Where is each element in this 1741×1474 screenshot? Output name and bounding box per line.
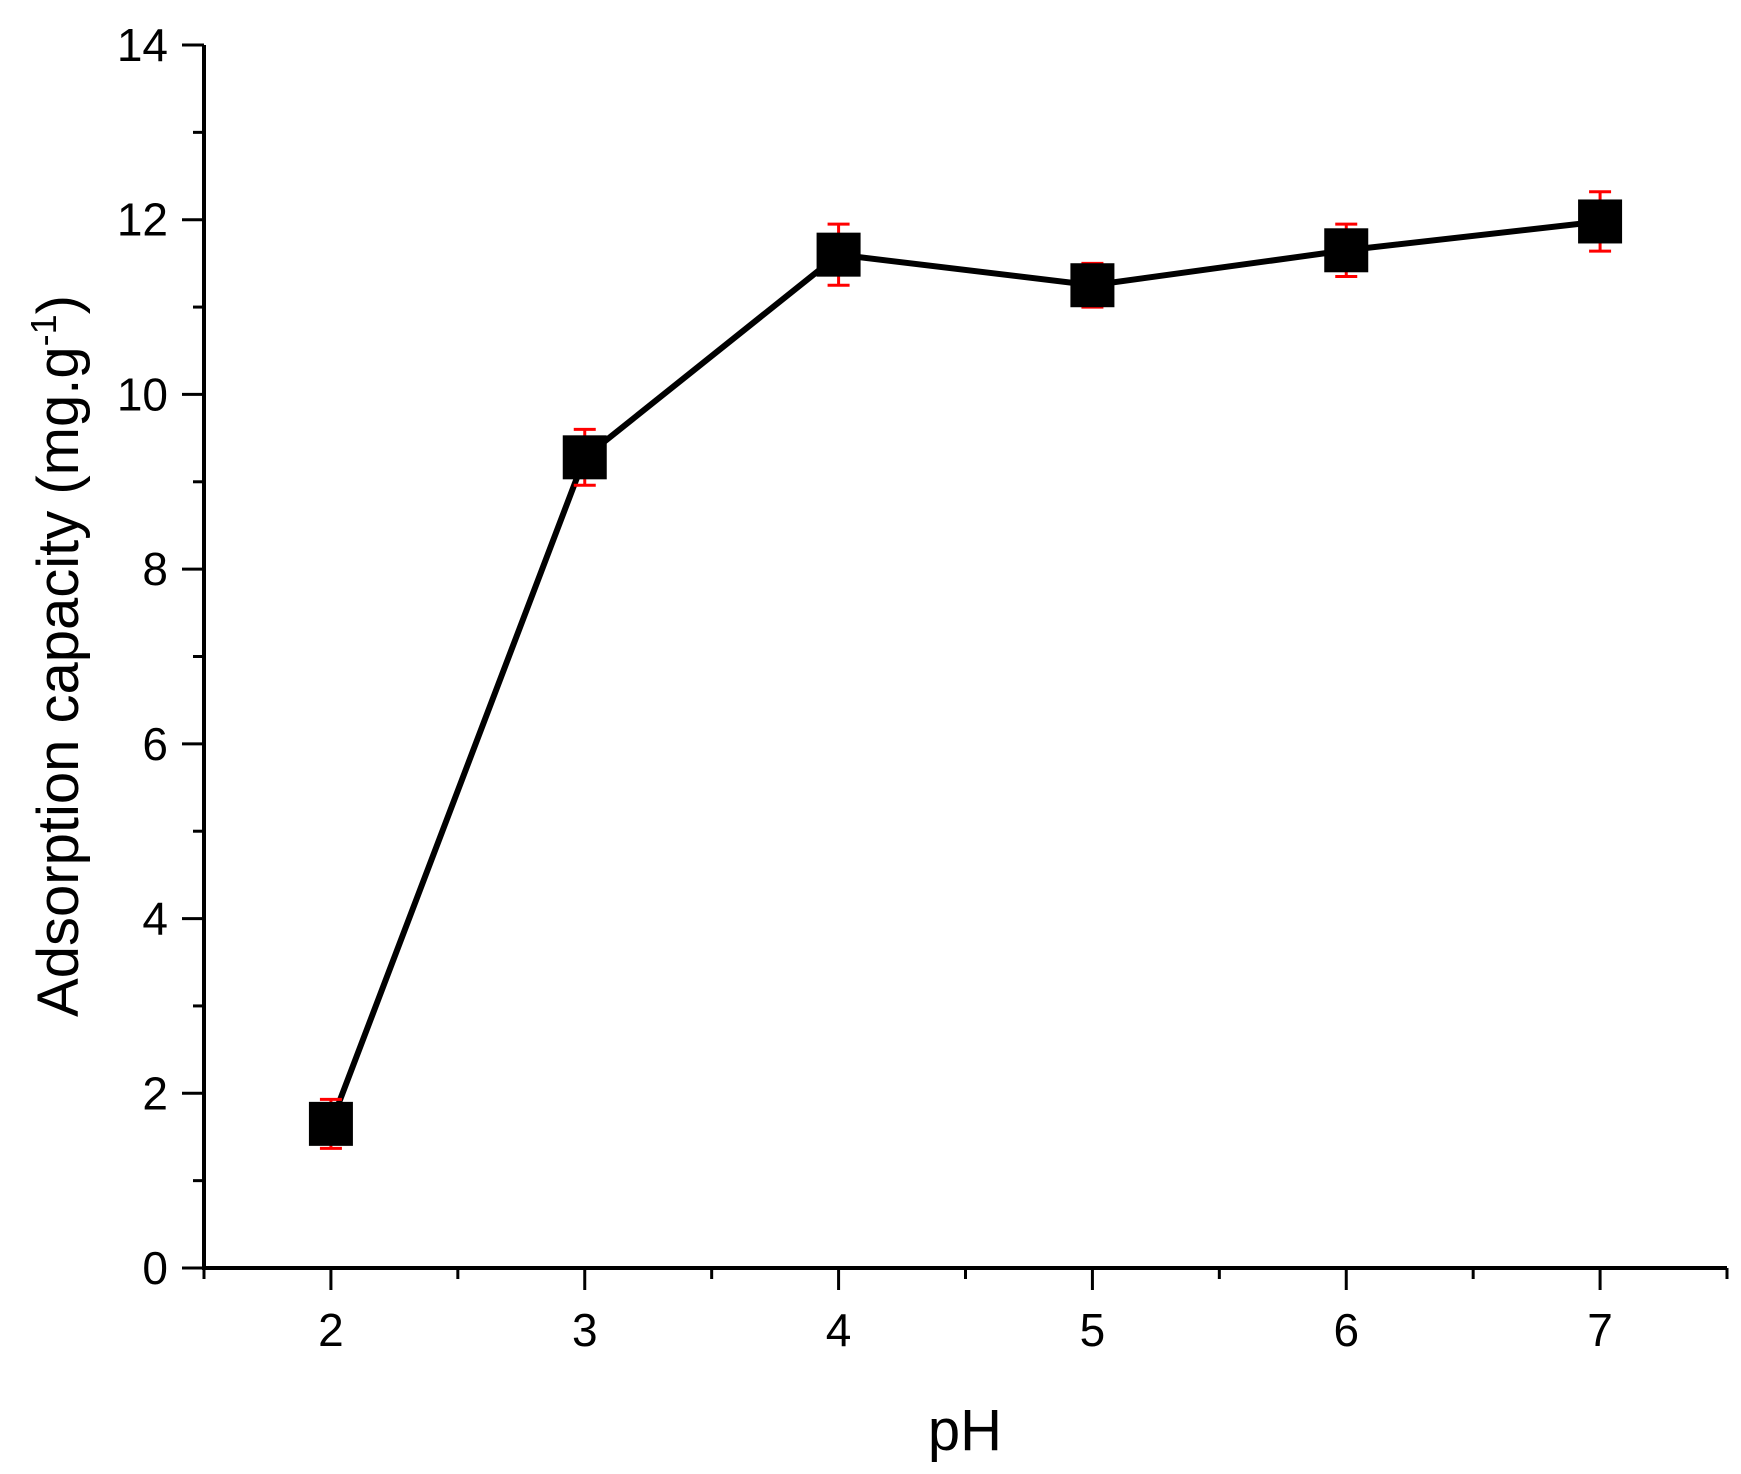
x-tick-label: 2	[318, 1304, 344, 1356]
x-tick-labels: 2 3 4 5 6 7	[318, 1304, 1613, 1356]
x-tick-label: 6	[1333, 1304, 1359, 1356]
data-point-marker	[1324, 228, 1369, 273]
x-tick-label: 3	[572, 1304, 598, 1356]
x-major-ticks	[329, 1268, 1602, 1290]
y-axis-title-main: Adsorption capacity (mg.g	[26, 346, 91, 1017]
y-tick-label: 6	[142, 718, 168, 770]
y-tick-label: 12	[117, 194, 168, 246]
axes-frame	[202, 45, 1727, 1270]
x-tick-label: 5	[1080, 1304, 1106, 1356]
data-point-marker	[1578, 199, 1623, 244]
x-tick-label: 7	[1587, 1304, 1613, 1356]
y-major-ticks	[182, 43, 204, 1270]
data-point-marker	[308, 1101, 353, 1146]
data-point-marker	[816, 232, 861, 277]
y-tick-labels: 0 2 4 6 8 10 12 14	[117, 19, 168, 1294]
y-tick-label: 10	[117, 368, 168, 420]
y-tick-label: 14	[117, 19, 168, 71]
series-line	[328, 218, 1601, 1125]
x-tick-label: 4	[826, 1304, 852, 1356]
y-tick-label: 8	[142, 543, 168, 595]
data-point-marker	[1070, 263, 1115, 308]
y-tick-label: 0	[142, 1242, 168, 1294]
y-tick-label: 2	[142, 1067, 168, 1119]
y-axis-title-superscript: -1	[23, 314, 64, 346]
series-layer	[308, 190, 1623, 1150]
x-axis-title: pH	[928, 1398, 1002, 1463]
data-point-marker	[562, 435, 607, 480]
y-tick-label: 4	[142, 893, 168, 945]
y-axis-title: Adsorption capacity (mg.g-1)	[23, 295, 91, 1017]
y-axis-title-close: )	[26, 295, 91, 314]
